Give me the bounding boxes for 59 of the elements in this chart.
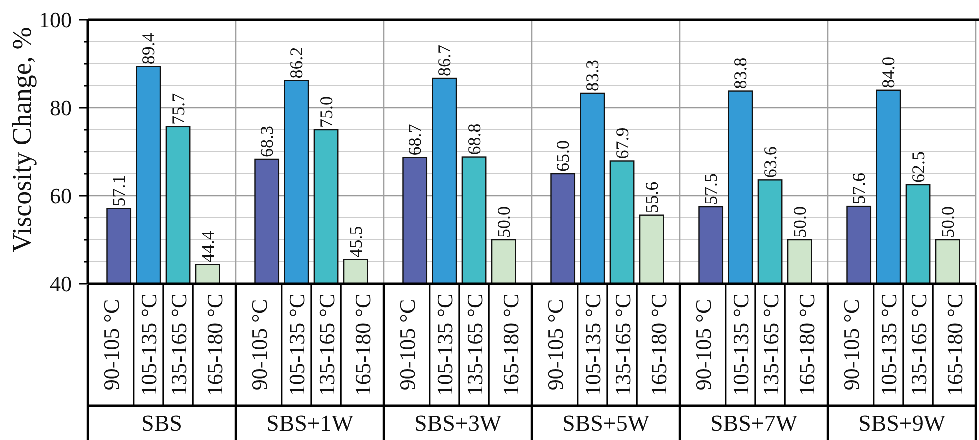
text: 165-180 °C	[350, 294, 376, 396]
x-tick-label: SBS+3W	[414, 411, 502, 436]
y-tick-label: 40	[50, 272, 72, 296]
y-tick-label: 100	[39, 8, 72, 32]
text: 90-105 °C	[394, 299, 420, 391]
data-label: 83.8	[730, 58, 751, 90]
text: 165-180 °C	[202, 294, 228, 396]
data-label: 75.0	[316, 96, 336, 128]
text: 135-165 °C	[906, 294, 931, 396]
text: 90-105 °C	[838, 299, 864, 391]
data-label: 57.1	[109, 175, 130, 207]
data-label: 50.0	[790, 206, 810, 238]
data-label: 57.5	[701, 174, 722, 205]
y-axis-title: Viscosity Change, %	[7, 27, 37, 253]
y-tick-label: 60	[50, 184, 72, 208]
data-label: 83.3	[582, 60, 603, 92]
data-label: 68.3	[257, 126, 278, 158]
text: 135-165 °C	[610, 294, 635, 396]
text: 135-165 °C	[758, 294, 783, 396]
text: 90-105 °C	[246, 299, 272, 391]
data-label: 45.5	[346, 226, 366, 258]
text: 90-105 °C	[690, 299, 716, 391]
text: 90-105 °C	[542, 299, 568, 391]
text: 105-135 °C	[580, 294, 606, 396]
text: 90-105 °C	[98, 299, 124, 391]
data-label: 84.0	[878, 56, 899, 88]
text: 105-135 °C	[284, 294, 310, 396]
text: 135-165 °C	[314, 294, 339, 396]
y-tick-label: 80	[50, 96, 72, 120]
data-label: 55.6	[642, 182, 662, 214]
data-label: 62.5	[908, 152, 928, 183]
text: 165-180 °C	[942, 294, 968, 396]
x-tick-label: SBS+1W	[266, 411, 354, 436]
text: 105-135 °C	[728, 294, 754, 396]
text: 105-135 °C	[136, 294, 162, 396]
data-label: 50.0	[938, 206, 958, 238]
data-label: 68.7	[405, 124, 426, 156]
text: 105-135 °C	[432, 294, 458, 396]
x-tick-label: SBS+5W	[562, 411, 650, 436]
data-label: 44.4	[198, 231, 218, 263]
text: 165-180 °C	[498, 294, 524, 396]
text: 135-165 °C	[166, 294, 191, 396]
text: 135-165 °C	[462, 294, 487, 396]
data-label: 89.4	[138, 33, 159, 65]
data-label: 68.8	[464, 124, 484, 156]
data-label: 67.9	[612, 128, 632, 160]
x-tick-label: SBS+7W	[710, 411, 798, 436]
data-label: 86.2	[286, 47, 307, 79]
data-label: 63.6	[760, 146, 780, 178]
data-label: 86.7	[434, 45, 455, 77]
data-label: 75.7	[168, 93, 188, 125]
x-tick-label: SBS+9W	[858, 411, 946, 436]
text: 165-180 °C	[646, 294, 672, 396]
data-label: 50.0	[494, 206, 514, 238]
data-label: 57.6	[849, 173, 870, 205]
text: 105-135 °C	[876, 294, 902, 396]
text: 165-180 °C	[794, 294, 820, 396]
data-label: 65.0	[553, 140, 574, 172]
x-tick-label: SBS	[142, 411, 182, 436]
